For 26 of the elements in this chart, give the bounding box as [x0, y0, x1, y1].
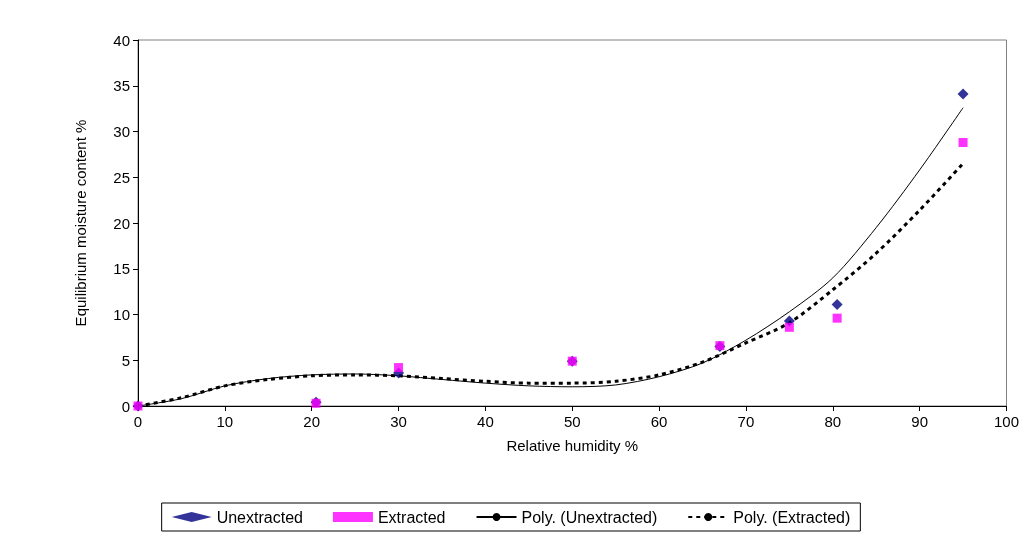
- legend-label: Poly. (Extracted): [733, 508, 851, 526]
- y-axis-title: Equilibrium moisture content %: [72, 119, 89, 327]
- y-tick-label: 5: [121, 351, 130, 369]
- y-tick-label: 20: [113, 214, 130, 232]
- y-tick-label: 10: [113, 306, 130, 323]
- y-tick-label: 25: [113, 168, 130, 186]
- y-tick-label: 0: [121, 397, 130, 415]
- x-tick-label: 20: [303, 413, 321, 430]
- y-tick-label: 35: [113, 77, 130, 95]
- legend-label: Unextracted: [216, 508, 303, 526]
- legend-label: Poly. (Unextracted): [521, 508, 658, 526]
- x-tick-label: 50: [563, 413, 581, 430]
- x-tick-label: 60: [650, 413, 668, 430]
- x-tick-label: 100: [993, 413, 1019, 430]
- x-axis-title: Relative humidity %: [506, 437, 639, 454]
- x-tick-label: 80: [824, 413, 842, 430]
- x-tick-label: 40: [477, 413, 494, 430]
- x-tick-label: 30: [390, 413, 407, 430]
- x-tick-label: 10: [216, 413, 234, 430]
- x-tick-label: 90: [911, 413, 928, 430]
- x-tick-label: 70: [737, 413, 755, 430]
- x-tick-label: 0: [133, 413, 143, 430]
- y-tick-label: 30: [113, 123, 130, 140]
- legend-label: Extracted: [377, 508, 446, 526]
- y-tick-label: 40: [113, 31, 130, 49]
- y-tick-label: 15: [113, 260, 130, 278]
